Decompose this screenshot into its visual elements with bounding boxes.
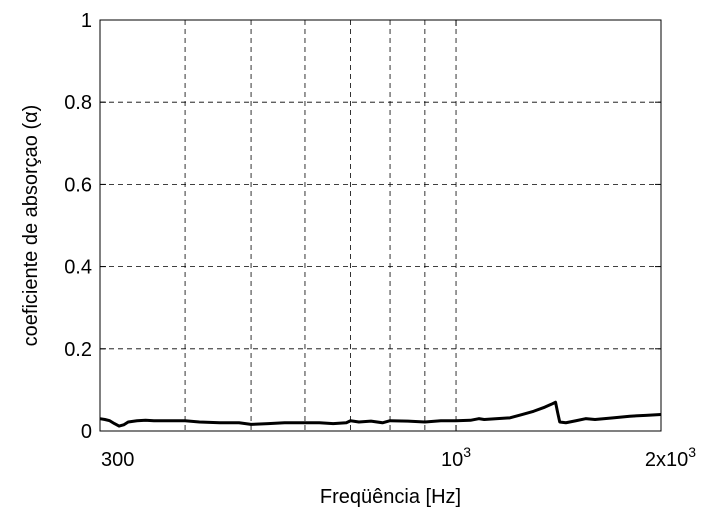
series-line (99, 400, 662, 428)
plot-area-frame (99, 19, 662, 432)
y-tick-label: 0 (81, 421, 92, 443)
series-layer (99, 400, 662, 428)
y-tick-label: 0.8 (64, 92, 92, 114)
x-tick-label: 300 (101, 449, 134, 471)
x-axis-label: Freqüência [Hz] (320, 486, 461, 508)
grid-lines (100, 20, 661, 431)
x-tick-label: 2x103 (645, 444, 696, 471)
y-tick-label: 0.6 (64, 174, 92, 196)
axis-ticks: 0 0.2 0.4 0.6 0.8 1 300 103 2x103 (64, 10, 696, 471)
y-axis-label: coeficiente de absorçao (α) (20, 105, 42, 347)
y-tick-label: 0.2 (64, 339, 92, 361)
y-tick-label: 0.4 (64, 257, 92, 279)
x-tick-label: 103 (441, 444, 471, 471)
y-tick-label: 1 (81, 10, 92, 32)
